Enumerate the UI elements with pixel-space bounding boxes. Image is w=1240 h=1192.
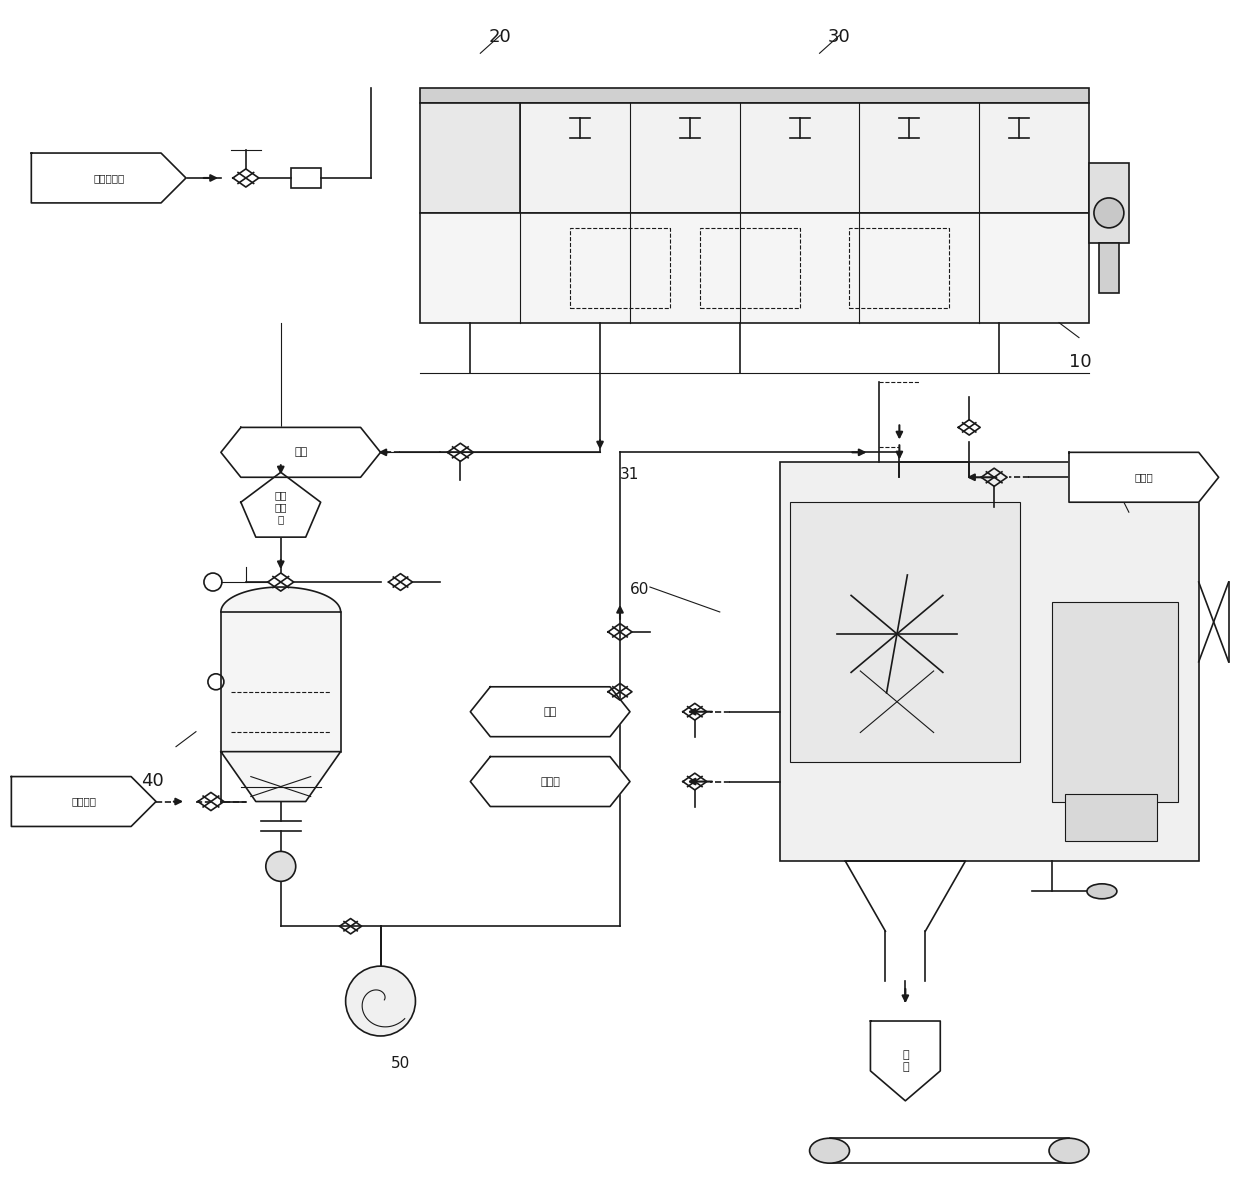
Text: 10: 10 [1069,353,1091,371]
FancyBboxPatch shape [1052,602,1178,801]
Text: 洗涤液: 洗涤液 [541,776,560,787]
Polygon shape [470,687,630,737]
Text: 石膏
浓料
浆: 石膏 浓料 浆 [274,491,286,523]
FancyBboxPatch shape [521,104,1089,213]
FancyBboxPatch shape [1065,794,1157,842]
Text: 清液: 清液 [294,447,308,458]
FancyBboxPatch shape [780,462,1199,862]
Polygon shape [241,472,321,538]
Text: 100: 100 [1109,462,1143,480]
Text: 60: 60 [630,582,650,597]
Polygon shape [870,1022,940,1101]
Text: 50: 50 [391,1056,409,1070]
FancyBboxPatch shape [420,213,1089,323]
FancyBboxPatch shape [420,88,1089,104]
Text: 清液: 清液 [543,707,557,716]
Polygon shape [1069,452,1219,502]
Polygon shape [31,153,186,203]
Text: 压缩气源: 压缩气源 [71,796,97,807]
FancyBboxPatch shape [790,502,1021,762]
Polygon shape [470,757,630,807]
Polygon shape [221,586,341,611]
Polygon shape [221,428,381,477]
Polygon shape [11,776,156,826]
Circle shape [265,851,295,881]
Circle shape [346,967,415,1036]
FancyBboxPatch shape [221,611,341,752]
FancyBboxPatch shape [1099,243,1118,293]
Text: 31: 31 [620,467,640,483]
Text: 30: 30 [828,29,851,46]
Ellipse shape [1087,883,1117,899]
Text: 20: 20 [489,29,512,46]
FancyBboxPatch shape [1089,163,1128,243]
FancyBboxPatch shape [420,104,521,213]
Text: 石膏稀料浆: 石膏稀料浆 [93,173,124,184]
Text: 40: 40 [141,771,164,789]
Ellipse shape [810,1138,849,1163]
Text: 洗涤液: 洗涤液 [1135,472,1153,483]
Circle shape [1094,198,1123,228]
Polygon shape [221,752,341,801]
Ellipse shape [1049,1138,1089,1163]
Text: 石
膏: 石 膏 [901,1050,909,1072]
